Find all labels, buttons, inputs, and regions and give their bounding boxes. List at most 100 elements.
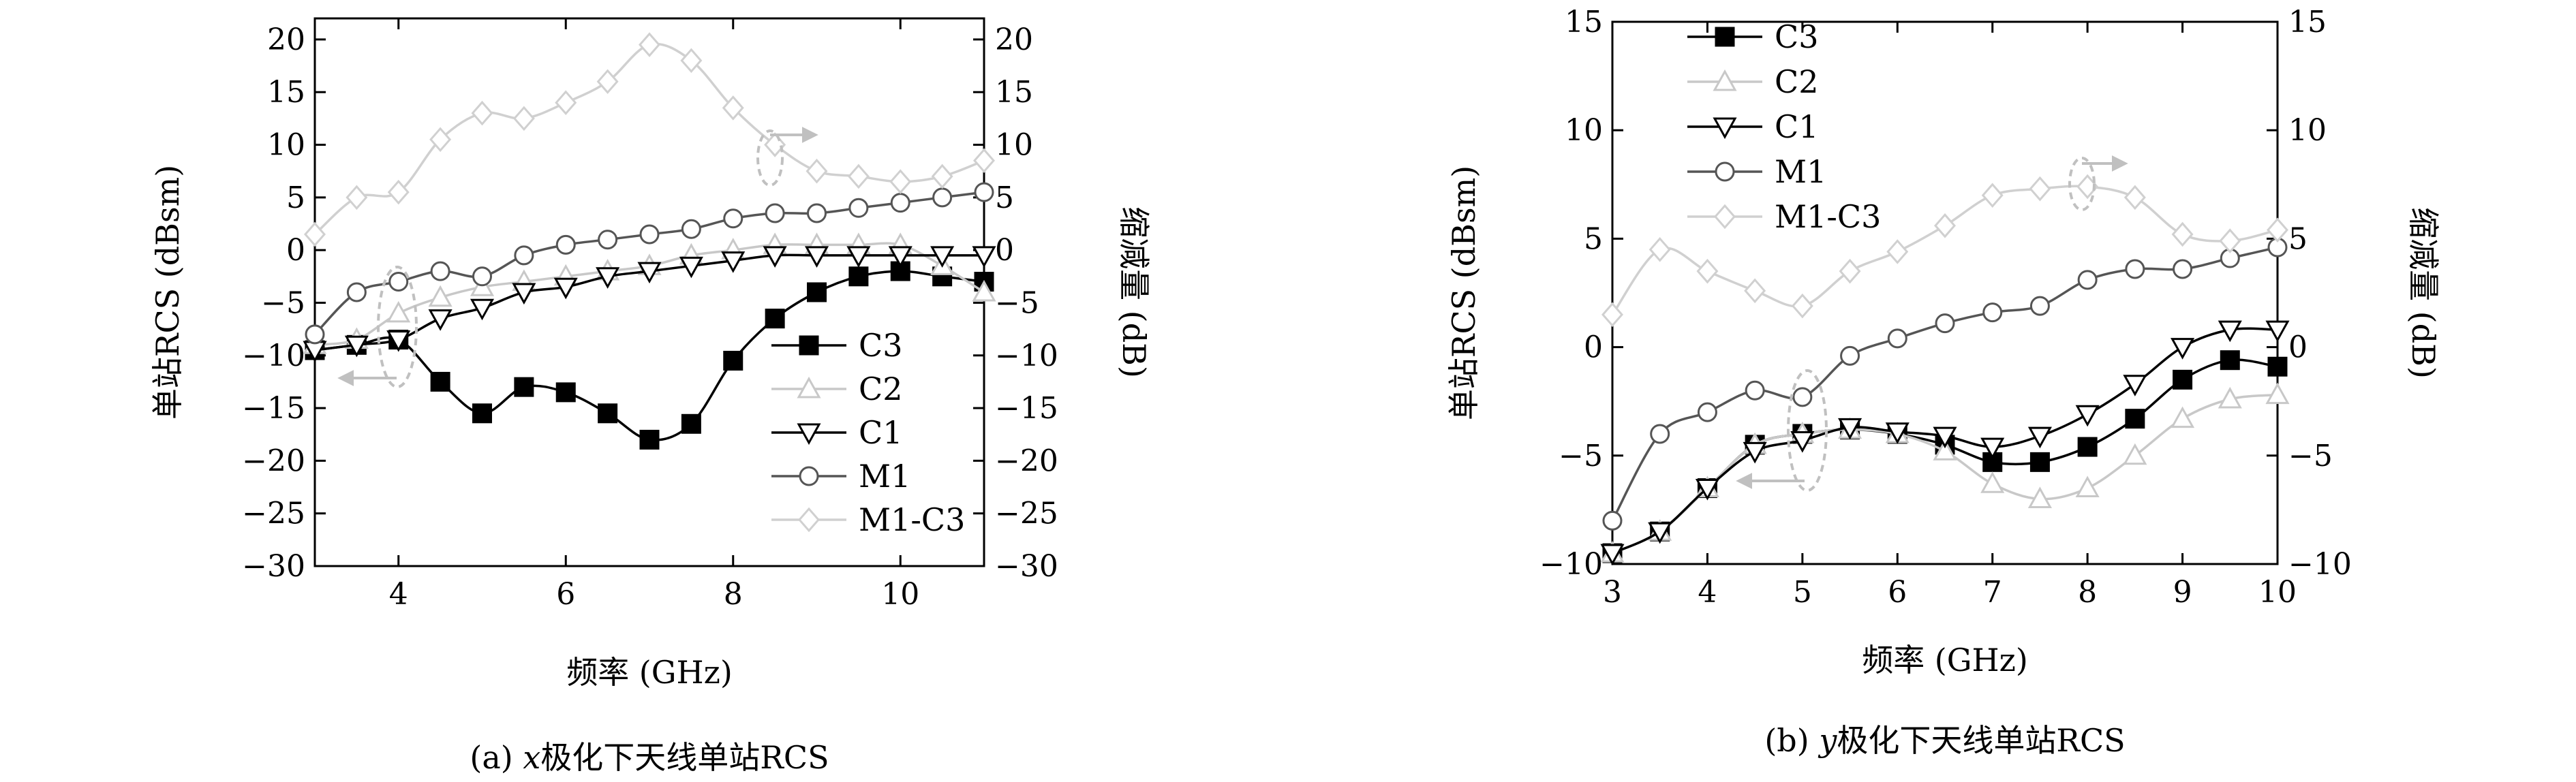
- data-point: [2123, 375, 2147, 396]
- series-m1-c3: [1601, 174, 2288, 328]
- data-point: [2171, 221, 2194, 247]
- y-axis-label-a: 单站RCS (dBsm): [149, 165, 186, 420]
- data-point: [765, 203, 785, 223]
- series-m1: [1602, 237, 2288, 531]
- y2-tick-label: 10: [2288, 113, 2327, 148]
- x-tick-label: 10: [881, 577, 919, 612]
- y2-tick-label: −20: [995, 443, 1058, 478]
- legend-marker: [797, 423, 821, 445]
- x-tick-label: 4: [389, 577, 408, 612]
- x-tick-label: 6: [556, 577, 575, 612]
- data-point: [637, 262, 662, 284]
- data-point: [1933, 439, 1957, 460]
- data-point: [2029, 296, 2050, 316]
- legend-label: M1-C3: [859, 501, 965, 538]
- legend-entry: M1: [771, 458, 910, 495]
- legend-label: C3: [1775, 18, 1818, 55]
- data-point: [721, 251, 746, 273]
- y-tick-label: 15: [1565, 5, 1603, 40]
- chart-panel-a: 4 6 8 10 20 15 10 5 0 −5 −10 −15 −20 −25 −30 20 15 10 5 0 −5…: [149, 17, 1152, 776]
- y2-tick-label: −5: [2288, 439, 2333, 473]
- y-tick-label: 15: [267, 75, 305, 110]
- data-point: [807, 282, 827, 302]
- data-point: [1696, 258, 1719, 284]
- data-point: [1792, 387, 1813, 407]
- legend-entry: C3: [771, 327, 902, 364]
- y-tick-label: −10: [242, 339, 305, 373]
- data-point: [387, 179, 410, 205]
- x-tick-label: 6: [1888, 575, 1907, 610]
- y2-tick-label: 10: [995, 128, 1033, 163]
- data-point: [2267, 356, 2288, 377]
- y-tick-label: −30: [242, 549, 305, 584]
- data-point: [514, 245, 534, 266]
- legend-entry: C1: [1687, 108, 1818, 145]
- data-point: [386, 300, 411, 323]
- y2-axis-label-a: 缩减量 (dB): [1116, 206, 1152, 378]
- y2-tick-label: 20: [995, 22, 1033, 57]
- data-point: [2173, 369, 2193, 390]
- data-point: [2125, 259, 2145, 279]
- left-axis-indicator-ellipse-b: [1787, 369, 1828, 492]
- data-point: [2029, 452, 2050, 472]
- legend-label: C1: [1775, 108, 1818, 145]
- data-point: [2125, 409, 2145, 429]
- data-point: [472, 403, 492, 424]
- data-point: [1933, 426, 1957, 449]
- data-point: [2218, 386, 2242, 409]
- data-point: [2173, 259, 2193, 279]
- x-tick-label: 9: [2173, 575, 2192, 610]
- data-point: [2077, 437, 2098, 457]
- y-tick-label: −20: [242, 443, 305, 478]
- data-point: [807, 203, 827, 223]
- data-point: [555, 382, 576, 403]
- data-point: [1934, 213, 1956, 238]
- series-line: [1611, 185, 2278, 315]
- y-tick-label: 0: [286, 233, 305, 268]
- series-m1: [305, 182, 994, 345]
- y-tick-label: 10: [267, 128, 305, 163]
- right-axis-indicator-ellipse-b: [2068, 157, 2096, 211]
- data-point: [1649, 237, 1671, 262]
- data-point: [1791, 293, 1813, 319]
- plot-frame-b: [1611, 20, 2279, 565]
- data-point: [2220, 350, 2240, 371]
- data-point: [512, 283, 536, 305]
- caption-a-rest: 极化下天线单站RCS: [540, 739, 829, 776]
- data-point: [386, 330, 411, 352]
- data-point: [1743, 441, 1767, 464]
- data-point: [848, 266, 869, 287]
- data-point: [681, 219, 701, 239]
- series-a: [303, 32, 996, 450]
- data-point: [2123, 443, 2147, 465]
- y-tick-label: 0: [1584, 330, 1603, 365]
- data-point: [1790, 431, 1815, 453]
- data-point: [2029, 176, 2051, 202]
- y-tick-label: −25: [242, 497, 305, 531]
- data-point: [2171, 338, 2195, 360]
- legend-entry: C2: [1687, 63, 1818, 100]
- data-point: [639, 429, 660, 450]
- data-point: [2171, 406, 2195, 428]
- legend-marker: [1713, 117, 1737, 140]
- data-point: [1935, 313, 1955, 334]
- x-tick-label: 10: [2258, 575, 2297, 610]
- data-point: [806, 158, 828, 184]
- x-tick-label: 3: [1603, 575, 1622, 610]
- series-b: [1600, 174, 2290, 566]
- legend-marker: [1713, 69, 1737, 91]
- data-point: [555, 90, 577, 115]
- ticks-b: 3 4 5 6 7 8 9 10 15 10 5 0 −5 −10 15 10 5 0 −5 −10: [1539, 5, 2352, 610]
- legend-marker: [799, 466, 819, 486]
- legend-entry: M1: [1687, 153, 1826, 190]
- data-point: [1886, 239, 1909, 264]
- y2-tick-label: 15: [995, 75, 1033, 110]
- data-point: [1601, 302, 1623, 328]
- data-point: [1695, 479, 1719, 501]
- data-point: [974, 182, 994, 202]
- data-point: [346, 185, 368, 210]
- y-tick-label: −5: [261, 285, 305, 320]
- y-tick-label: 5: [1584, 221, 1603, 256]
- y2-tick-label: 0: [995, 233, 1014, 268]
- data-point: [2219, 228, 2241, 253]
